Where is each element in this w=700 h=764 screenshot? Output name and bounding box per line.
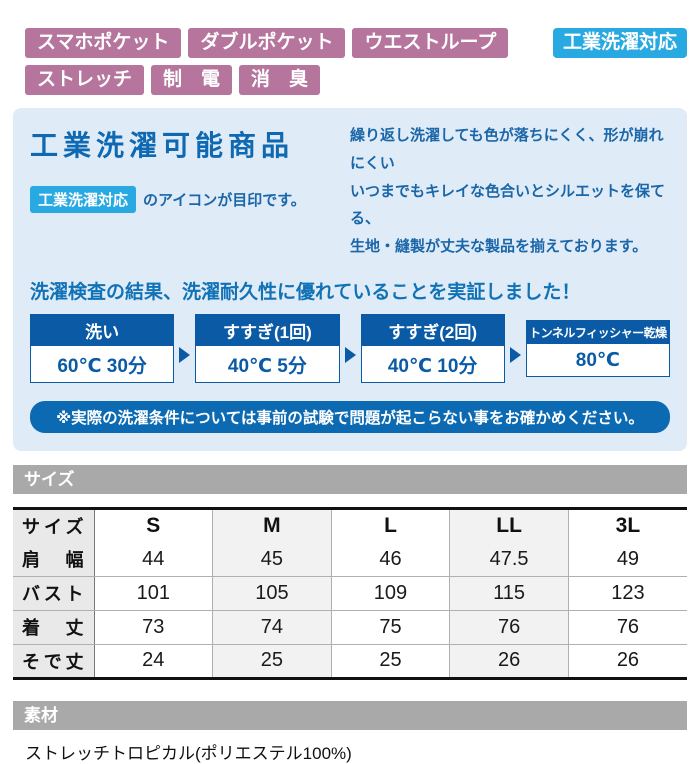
cell-value: 46 (331, 542, 451, 577)
cell-value: 123 (568, 576, 687, 611)
cell-value: 26 (616, 649, 640, 672)
row-label-shoulder-width: 肩幅 (13, 542, 95, 577)
size-col-m: M (212, 508, 332, 543)
wash-condition-note: ※実際の洗濯条件については事前の試験で問題が起こらない事をお確かめください。 (30, 400, 670, 433)
table-row-bust: バスト 101 105 109 115 123 (13, 576, 687, 611)
wash-step-1-name: 洗い (31, 314, 174, 348)
industrial-wash-badge: 工業洗濯対応 (552, 28, 687, 58)
size-col-l: L (331, 508, 451, 543)
size-table: サイズ S M L LL 3L 肩幅 44 45 46 47.5 49 バスト … (13, 506, 687, 680)
tag-deodorant: 消 臭 (239, 65, 321, 95)
description-line-1: 繰り返し洗濯しても色が落ちにくく、形が崩れにくい (350, 127, 664, 172)
wash-steps: 洗い 60℃ 30分 すすぎ(1回) 40℃ 5分 すすぎ(2回) 40℃ 10… (30, 313, 670, 383)
table-row-sleeve-length: そで丈 24 25 25 26 26 (13, 644, 687, 679)
cell-value: 44 (94, 542, 214, 577)
row-label-bust: バスト (13, 576, 95, 611)
wash-step-2-condition: 40℃ 5分 (227, 355, 307, 377)
wash-step-2-name: すすぎ(1回) (196, 314, 339, 348)
cell-value: 75 (331, 610, 451, 645)
cell-value: 76 (568, 610, 687, 645)
wash-step-3-name: すすぎ(2回) (361, 314, 504, 348)
icon-caption: のアイコンが目印です。 (143, 192, 306, 209)
wash-step-4-name: トンネルフィッシャー乾燥 (526, 320, 669, 346)
size-col-ll: LL (449, 508, 569, 543)
wash-step-3: すすぎ(2回) 40℃ 10分 (360, 313, 505, 383)
tag-stretch: ストレッチ (25, 65, 145, 95)
tag-antistatic: 制 電 (151, 65, 233, 95)
panel-description: 繰り返し洗濯しても色が落ちにくく、形が崩れにくい いつまでもキレイな色合いとシル… (350, 118, 670, 261)
size-col-s: S (94, 508, 214, 543)
cell-value: 24 (94, 644, 214, 679)
wash-step-2: すすぎ(1回) 40℃ 5分 (195, 313, 340, 383)
feature-tag-row-1: スマホポケット ダブルポケット ウエストループ 工業洗濯対応 (25, 28, 687, 58)
wash-step-1-condition: 60℃ 30分 (57, 355, 147, 377)
description-line-3: 生地・縫製が丈夫な製品を揃えております。 (350, 238, 648, 255)
panel-intro-left: 工業洗濯可能商品 工業洗濯対応 のアイコンが目印です。 (30, 118, 332, 261)
wash-test-heading: 洗濯検査の結果、洗濯耐久性に優れていることを実証しました！ (30, 281, 581, 303)
arrow-right-icon (179, 347, 191, 364)
cell-value: 115 (449, 576, 569, 611)
industrial-wash-icon-badge: 工業洗濯対応 (30, 186, 137, 213)
row-label-sleeve-length: そで丈 (13, 644, 95, 679)
cell-value: 25 (212, 644, 332, 679)
cell-value: 45 (212, 542, 332, 577)
cell-value: 109 (331, 576, 451, 611)
cell-value: 101 (94, 576, 214, 611)
cell-value: 26 (449, 644, 569, 679)
table-row-shoulder-width: 肩幅 44 45 46 47.5 49 (13, 542, 687, 577)
cell-value: 47.5 (449, 542, 569, 577)
wash-step-4-condition: 80℃ (575, 349, 620, 371)
size-table-corner-cell: サイズ (13, 508, 95, 543)
row-label-body-length: 着丈 (13, 610, 95, 645)
size-table-header-row: サイズ S M L LL 3L (13, 508, 687, 543)
feature-tag-row-2: ストレッチ 制 電 消 臭 (25, 65, 687, 95)
cell-value: 74 (212, 610, 332, 645)
cell-value: 73 (94, 610, 214, 645)
tag-waist-loop: ウエストループ (352, 28, 509, 58)
cell-value: 49 (568, 542, 687, 577)
feature-tag-area: スマホポケット ダブルポケット ウエストループ 工業洗濯対応 ストレッチ 制 電… (25, 28, 687, 95)
cell-value: 25 (331, 644, 451, 679)
table-row-body-length: 着丈 73 74 75 76 76 (13, 610, 687, 645)
tag-smartphone-pocket: スマホポケット (25, 28, 182, 58)
tag-double-pocket: ダブルポケット (188, 28, 346, 58)
wash-step-3-condition: 40℃ 10分 (387, 355, 478, 377)
cell-value: 105 (212, 576, 332, 611)
material-text: ストレッチトロピカル(ポリエステル100%) (25, 743, 352, 763)
wash-step-4: トンネルフィッシャー乾燥 80℃ (525, 319, 670, 377)
wash-step-1: 洗い 60℃ 30分 (30, 313, 175, 383)
size-section-header: サイズ (13, 464, 687, 494)
material-section-header: 素材 (13, 700, 687, 730)
arrow-right-icon (344, 347, 356, 364)
cell-value: 76 (449, 610, 569, 645)
icon-explanation-line: 工業洗濯対応 のアイコンが目印です。 (30, 186, 332, 213)
description-line-2: いつまでもキレイな色合いとシルエットを保てる、 (350, 182, 666, 228)
arrow-right-icon (509, 347, 521, 364)
panel-title: 工業洗濯可能商品 (30, 130, 295, 161)
industrial-wash-panel: 工業洗濯可能商品 工業洗濯対応 のアイコンが目印です。 繰り返し洗濯しても色が落… (13, 108, 687, 451)
size-col-3l: 3L (615, 514, 641, 537)
panel-intro: 工業洗濯可能商品 工業洗濯対応 のアイコンが目印です。 繰り返し洗濯しても色が落… (30, 118, 670, 261)
product-spec-page: スマホポケット ダブルポケット ウエストループ 工業洗濯対応 ストレッチ 制 電… (0, 28, 700, 763)
